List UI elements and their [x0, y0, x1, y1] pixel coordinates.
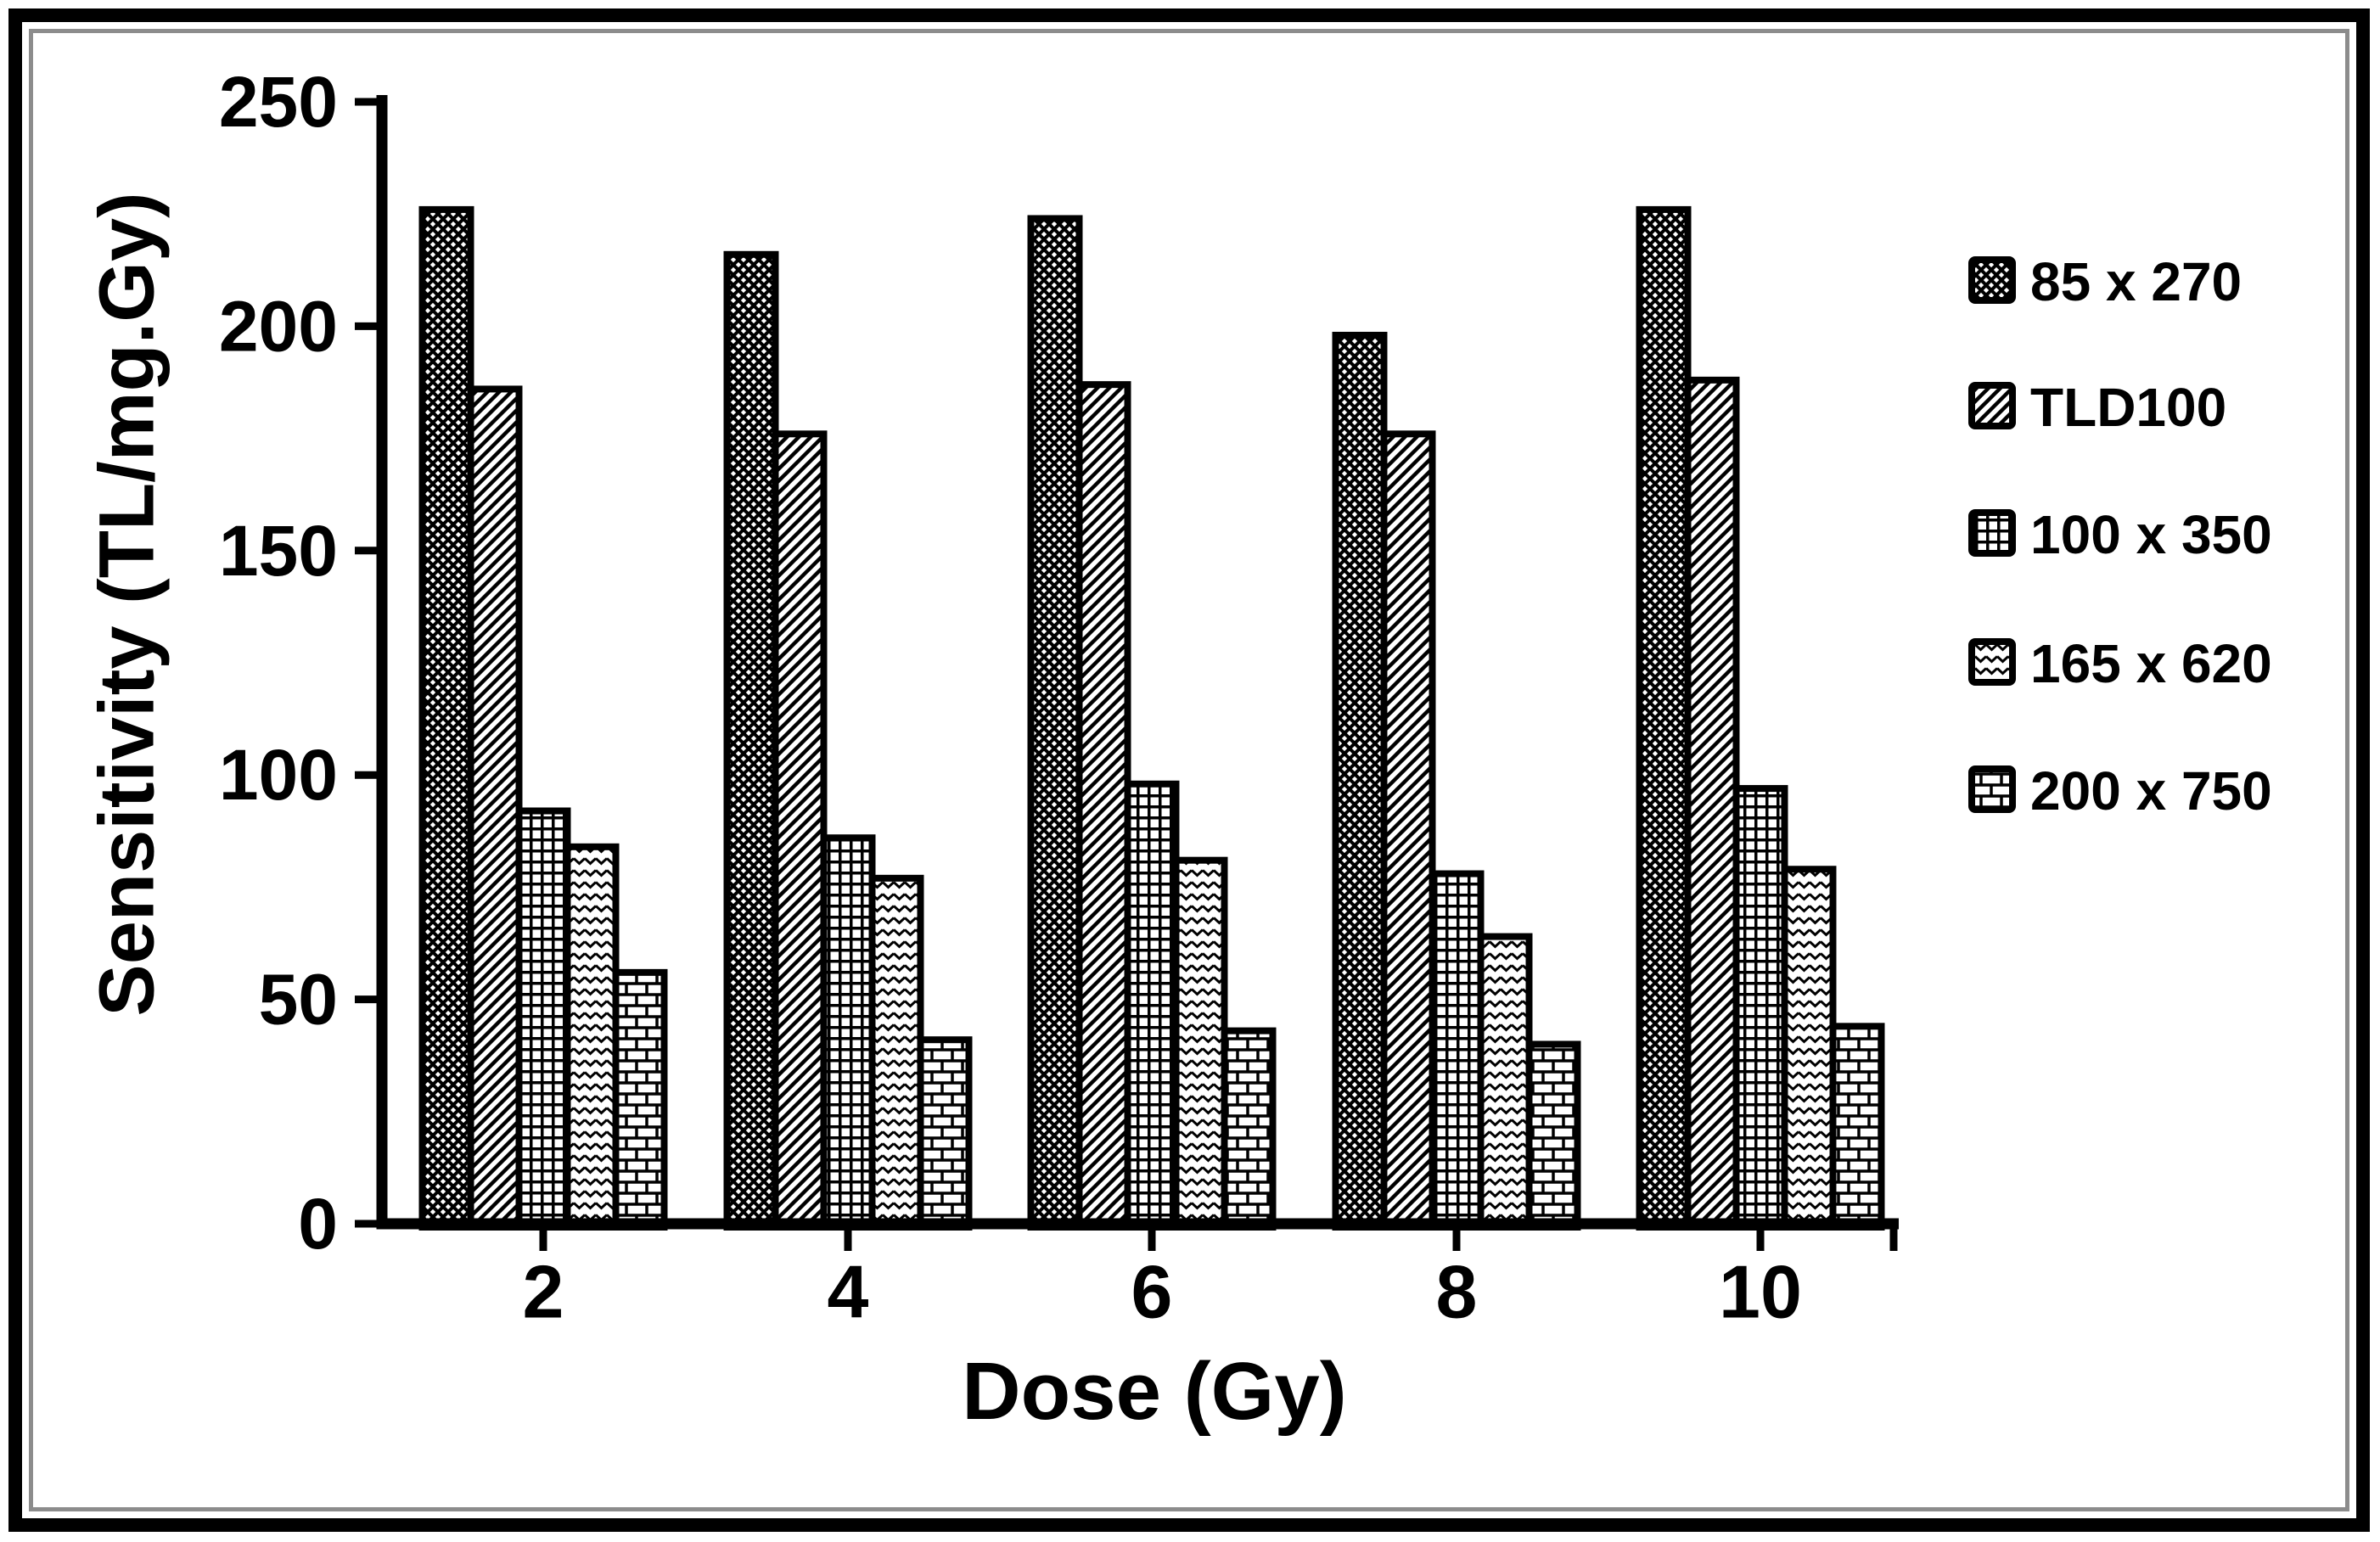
- y-tick-label-50: 50: [259, 960, 338, 1040]
- bar-85x270-dose-6: [1027, 215, 1083, 1231]
- bar-200x750-dose-2: [612, 968, 668, 1231]
- legend: 85 x 270 TLD100 100 x 350 165 x 620 200 x 75…: [1968, 251, 2272, 821]
- bar-100x350-dose-8: [1429, 870, 1485, 1231]
- bar-100x350-dose-6: [1124, 780, 1180, 1231]
- outer-frame: [8, 8, 2370, 1532]
- x-tick-label-6: 6: [1131, 1250, 1173, 1334]
- bar-100x350-dose-10: [1732, 785, 1788, 1231]
- bar-200x750-dose-6: [1221, 1027, 1277, 1231]
- tick-labels-layer: 0 50 100 150 200 250 2 4 6 8 10: [219, 62, 1802, 1334]
- bar-85x270-dose-2: [418, 205, 474, 1231]
- bar-85x270-dose-4: [723, 250, 779, 1231]
- bar-165x620-dose-4: [868, 874, 924, 1231]
- bar-tld100-dose-8: [1380, 430, 1436, 1231]
- bar-200x750-dose-8: [1525, 1040, 1581, 1231]
- x-axis-title: Dose (Gy): [962, 1346, 1347, 1437]
- x-tick-label-8: 8: [1436, 1250, 1478, 1334]
- bar-100x350-dose-2: [515, 807, 571, 1231]
- legend-item-200x750: 200 x 750: [1968, 760, 2272, 821]
- legend-item-tld100: TLD100: [1968, 377, 2226, 438]
- legend-label: 100 x 350: [2030, 504, 2272, 565]
- legend-label: 165 x 620: [2030, 633, 2272, 694]
- bar-85x270-dose-10: [1636, 205, 1692, 1231]
- bars-layer: [418, 205, 1885, 1231]
- bar-tld100-dose-2: [467, 385, 523, 1231]
- bar-100x350-dose-4: [820, 834, 876, 1231]
- bar-tld100-dose-4: [772, 430, 828, 1231]
- y-tick-label-250: 250: [219, 62, 338, 142]
- y-axis-title: Sensitivity (TL/mg.Gy): [83, 192, 171, 1017]
- legend-item-165x620: 165 x 620: [1968, 633, 2272, 694]
- inner-frame: [29, 29, 2349, 1511]
- legend-item-85x270: 85 x 270: [1968, 251, 2242, 312]
- legend-swatch-bricks-icon: [1968, 765, 2016, 813]
- legend-item-100x350: 100 x 350: [1968, 504, 2272, 565]
- legend-swatch-grid-icon: [1968, 509, 2016, 557]
- y-tick-label-200: 200: [219, 286, 338, 366]
- legend-swatch-diamond-crosshatch-icon: [1968, 256, 2016, 304]
- bar-165x620-dose-8: [1477, 933, 1533, 1231]
- y-tick-label-100: 100: [219, 735, 338, 815]
- x-tick-label-2: 2: [523, 1250, 564, 1334]
- bar-165x620-dose-6: [1172, 856, 1228, 1231]
- x-tick-label-10: 10: [1719, 1250, 1802, 1334]
- legend-swatch-diagonal-stripes-icon: [1968, 382, 2016, 429]
- legend-swatch-chevron-waves-icon: [1968, 638, 2016, 686]
- bar-85x270-dose-8: [1332, 331, 1388, 1231]
- x-tick-label-4: 4: [828, 1250, 869, 1334]
- y-tick-label-0: 0: [298, 1184, 338, 1264]
- bar-tld100-dose-6: [1075, 381, 1131, 1231]
- legend-label: TLD100: [2030, 377, 2226, 438]
- bar-200x750-dose-4: [917, 1036, 973, 1231]
- bar-165x620-dose-10: [1781, 866, 1837, 1231]
- legend-label: 85 x 270: [2030, 251, 2242, 312]
- bar-200x750-dose-10: [1829, 1023, 1885, 1231]
- legend-label: 200 x 750: [2030, 760, 2272, 821]
- bar-165x620-dose-2: [564, 843, 620, 1231]
- bar-tld100-dose-10: [1684, 376, 1740, 1231]
- y-tick-label-150: 150: [219, 511, 338, 591]
- axes-layer: [355, 95, 1899, 1251]
